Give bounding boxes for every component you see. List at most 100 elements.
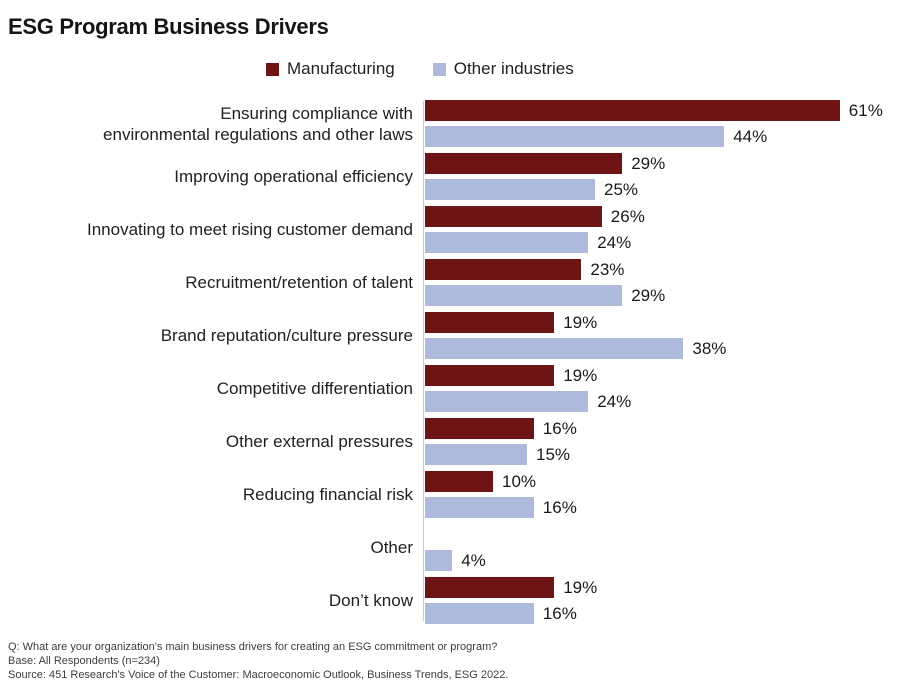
category-label: Brand reputation/culture pressure	[160, 326, 413, 345]
value-label: 38%	[692, 338, 727, 358]
category-label: Other	[370, 538, 413, 557]
bar-manufacturing	[425, 418, 534, 439]
category-bars: 61% 44%	[425, 100, 900, 147]
bar-manufacturing	[425, 471, 493, 492]
value-label: 4%	[461, 550, 486, 570]
bar-other-industries	[425, 497, 534, 518]
value-label: 25%	[604, 179, 639, 199]
bar-manufacturing	[425, 259, 582, 280]
bar-line-manufacturing: 26%	[425, 206, 900, 227]
bar-other-industries	[425, 444, 527, 465]
chart-row: Brand reputation/culture pressure 19% 38%	[8, 312, 900, 359]
value-label: 19%	[563, 312, 598, 332]
bar-line-other-industries: 16%	[425, 497, 900, 518]
category-bars: 4%	[425, 524, 900, 571]
bar-line-other-industries: 25%	[425, 179, 900, 200]
bar-line-manufacturing: 10%	[425, 471, 900, 492]
category-label: Don’t know	[328, 591, 413, 610]
bar-line-other-industries: 24%	[425, 232, 900, 253]
category-bars: 29% 25%	[425, 153, 900, 200]
bar-line-manufacturing: 19%	[425, 577, 900, 598]
bar-line-other-industries: 4%	[425, 550, 900, 571]
bar-manufacturing	[425, 100, 840, 121]
bar-other-industries	[425, 550, 453, 571]
bar-chart: Ensuring compliance with environmental r…	[8, 100, 900, 624]
category-label: Competitive differentiation	[216, 379, 413, 398]
chart-row: Competitive differentiation 19% 24%	[8, 365, 900, 412]
chart-row: Other external pressures 16% 15%	[8, 418, 900, 465]
chart-row: Innovating to meet rising customer deman…	[8, 206, 900, 253]
legend-item-manufacturing: Manufacturing	[266, 59, 395, 79]
category-bars: 19% 38%	[425, 312, 900, 359]
bar-line-other-industries: 16%	[425, 603, 900, 624]
bar-line-other-industries: 24%	[425, 391, 900, 412]
bar-line-manufacturing: 61%	[425, 100, 900, 121]
legend-label-other-industries: Other industries	[453, 59, 574, 78]
value-label: 61%	[848, 100, 883, 120]
footnotes: Q: What are your organization's main bus…	[8, 640, 900, 682]
legend: Manufacturing Other industries	[266, 59, 900, 79]
value-label: 16%	[542, 603, 577, 623]
bar-line-other-industries: 29%	[425, 285, 900, 306]
value-label: 19%	[563, 365, 598, 385]
bar-line-manufacturing: 19%	[425, 312, 900, 333]
category-bars: 16% 15%	[425, 418, 900, 465]
category-bars: 10% 16%	[425, 471, 900, 518]
value-label: 24%	[597, 391, 632, 411]
bar-other-industries	[425, 232, 589, 253]
bar-line-manufacturing	[425, 524, 900, 545]
chart-row: Ensuring compliance with environmental r…	[8, 100, 900, 147]
axis-baseline	[423, 101, 424, 621]
bar-manufacturing	[425, 365, 555, 386]
chart-row: Other 4%	[8, 524, 900, 571]
chart-row: Recruitment/retention of talent 23% 29%	[8, 259, 900, 306]
value-label: 16%	[542, 418, 577, 438]
chart-title: ESG Program Business Drivers	[8, 14, 329, 39]
bar-line-manufacturing: 29%	[425, 153, 900, 174]
bar-other-industries	[425, 603, 534, 624]
category-label: Recruitment/retention of talent	[185, 273, 413, 292]
category-label: Improving operational efficiency	[174, 167, 413, 186]
question-note: Q: What are your organization's main bus…	[8, 641, 498, 653]
value-label: 16%	[542, 497, 577, 517]
bar-other-industries	[425, 338, 684, 359]
bar-other-industries	[425, 179, 595, 200]
chart-row: Reducing financial risk 10% 16%	[8, 471, 900, 518]
legend-item-other-industries: Other industries	[432, 59, 574, 79]
value-label: 23%	[590, 259, 625, 279]
category-label: Other external pressures	[225, 432, 413, 451]
chart-rows: Ensuring compliance with environmental r…	[8, 100, 900, 624]
category-label: Ensuring compliance with environmental r…	[103, 103, 413, 144]
bar-line-manufacturing: 19%	[425, 365, 900, 386]
value-label: 15%	[536, 444, 571, 464]
bar-line-other-industries: 44%	[425, 126, 900, 147]
source-note: Source: 451 Research's Voice of the Cust…	[8, 669, 509, 681]
category-bars: 23% 29%	[425, 259, 900, 306]
category-label: Innovating to meet rising customer deman…	[86, 220, 413, 239]
bar-manufacturing	[425, 153, 623, 174]
legend-label-manufacturing: Manufacturing	[287, 59, 395, 78]
category-bars: 19% 24%	[425, 365, 900, 412]
chart-row: Don’t know 19% 16%	[8, 577, 900, 624]
manufacturing-swatch-icon	[266, 62, 279, 76]
value-label: 29%	[631, 153, 666, 173]
bar-line-manufacturing: 23%	[425, 259, 900, 280]
value-label: 19%	[563, 577, 598, 597]
chart-row: Improving operational efficiency 29% 25%	[8, 153, 900, 200]
category-bars: 26% 24%	[425, 206, 900, 253]
value-label: 24%	[597, 232, 632, 252]
value-label: 10%	[502, 471, 537, 491]
bar-other-industries	[425, 391, 589, 412]
bar-other-industries	[425, 126, 725, 147]
value-label: 26%	[610, 206, 645, 226]
bar-manufacturing	[425, 206, 602, 227]
bar-manufacturing	[425, 577, 555, 598]
base-note: Base: All Respondents (n=234)	[8, 655, 160, 667]
bar-line-other-industries: 38%	[425, 338, 900, 359]
bar-line-manufacturing: 16%	[425, 418, 900, 439]
bar-manufacturing	[425, 312, 555, 333]
value-label: 44%	[733, 126, 768, 146]
category-label: Reducing financial risk	[242, 485, 413, 504]
value-label: 29%	[631, 285, 666, 305]
